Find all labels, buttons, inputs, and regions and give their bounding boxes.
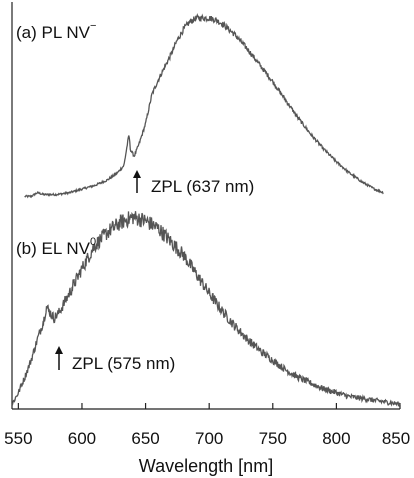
x-tick-labels: 550 600 650 700 750 800 850 — [4, 429, 410, 448]
x-tick-label-750: 750 — [259, 429, 287, 448]
x-axis-label: Wavelength [nm] — [139, 456, 273, 476]
x-tick-label-800: 800 — [322, 429, 350, 448]
x-tick-label-700: 700 — [195, 429, 223, 448]
zpl-annotation-a: ZPL (637 nm) — [133, 170, 254, 196]
pl-spectrum-line — [24, 12, 384, 199]
panel-b-label: (b) EL NV0 — [16, 236, 96, 258]
el-spectrum-line — [11, 211, 401, 408]
x-tick-label-600: 600 — [68, 429, 96, 448]
zpl-a-arrow-head — [133, 170, 141, 178]
zpl-annotation-b: ZPL (575 nm) — [55, 346, 175, 373]
x-tick-label-550: 550 — [4, 429, 32, 448]
x-tick-label-650: 650 — [131, 429, 159, 448]
x-tick-label-850: 850 — [382, 429, 410, 448]
panel-a-label: (a) PL NV− — [16, 20, 96, 42]
zpl-b-label: ZPL (575 nm) — [72, 354, 175, 373]
x-ticks — [17, 403, 401, 409]
zpl-a-label: ZPL (637 nm) — [151, 177, 254, 196]
zpl-b-arrow-head — [55, 346, 63, 354]
